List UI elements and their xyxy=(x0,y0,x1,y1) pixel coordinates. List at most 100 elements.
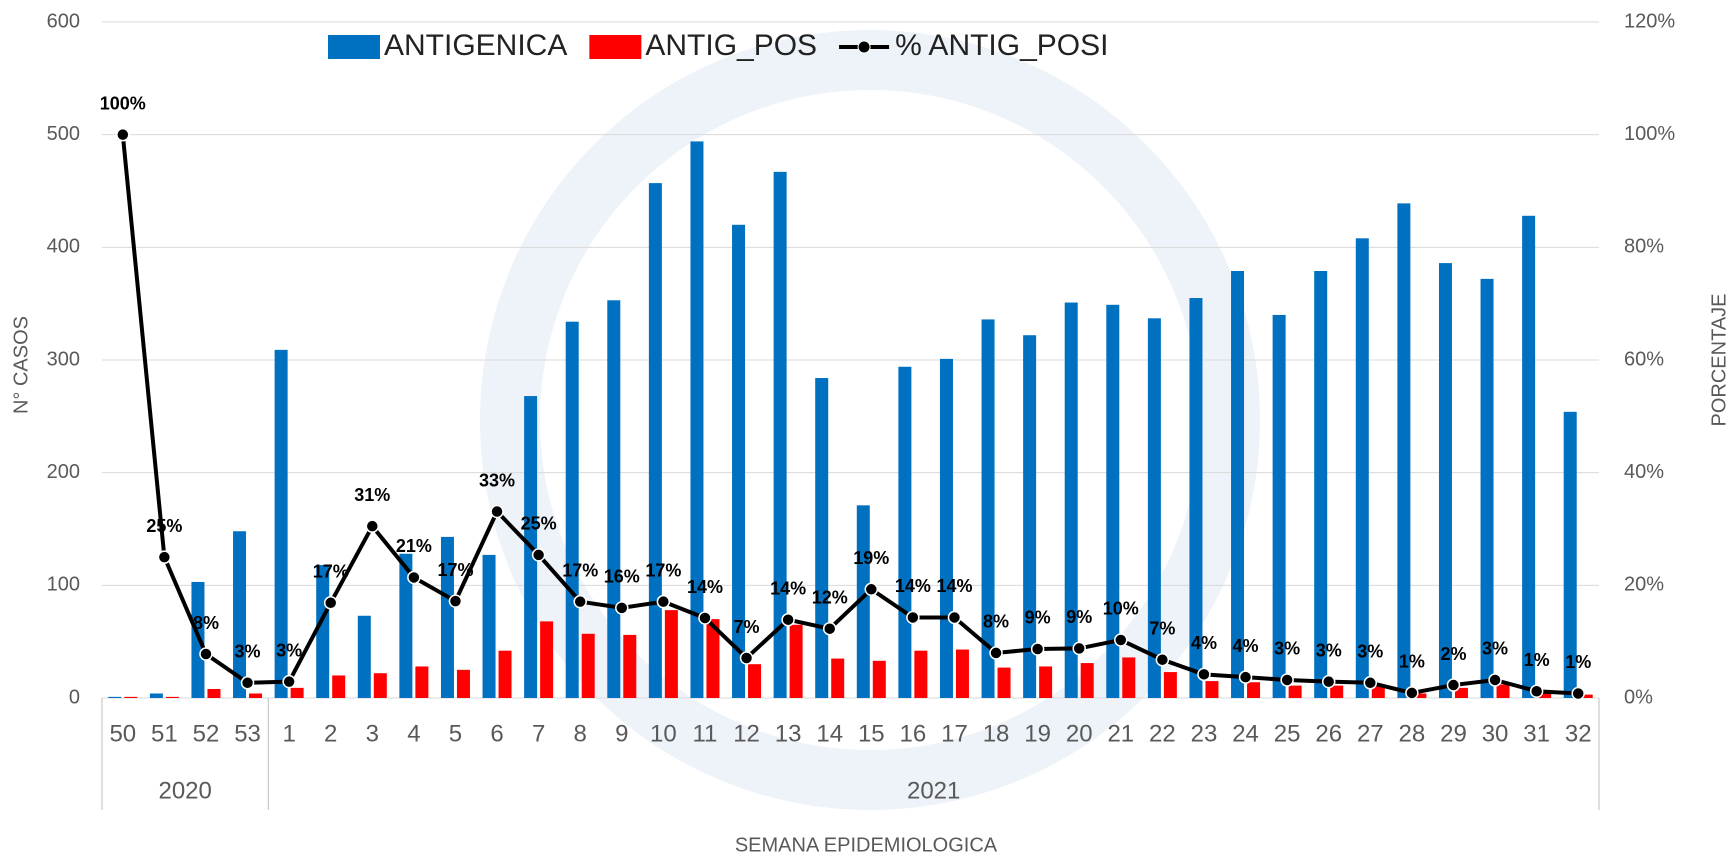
x-tick-label: 10 xyxy=(650,720,677,747)
x-tick-label: 23 xyxy=(1191,720,1218,747)
data-label: 17% xyxy=(562,560,598,580)
bar xyxy=(955,649,969,698)
bar xyxy=(1563,411,1577,698)
x-tick-label: 27 xyxy=(1357,720,1384,747)
line-point xyxy=(1280,673,1294,687)
line-point xyxy=(615,601,629,615)
x-tick-label: 11 xyxy=(692,720,717,747)
line-point xyxy=(573,594,587,609)
line-point xyxy=(157,550,172,564)
line-point xyxy=(906,610,920,625)
bar xyxy=(1330,685,1344,698)
data-label: 25% xyxy=(146,516,182,536)
x-axis-title: SEMANA EPIDEMIOLOGICA xyxy=(735,834,998,856)
x-tick-label: 17 xyxy=(941,720,968,747)
x-tick-label: 7 xyxy=(532,720,545,747)
y2-tick-label: 60% xyxy=(1624,348,1664,370)
bar xyxy=(623,634,637,698)
line-point xyxy=(116,127,130,142)
line-point xyxy=(1363,676,1378,690)
bar xyxy=(856,505,870,698)
x-tick-label: 31 xyxy=(1523,720,1550,747)
data-label: 1% xyxy=(1565,652,1591,672)
bar xyxy=(290,687,304,698)
bar xyxy=(1454,687,1468,698)
line-point xyxy=(365,519,380,533)
bar xyxy=(540,621,554,698)
line-point xyxy=(1529,684,1544,698)
bar xyxy=(373,673,387,698)
bar xyxy=(357,615,371,698)
bar xyxy=(732,224,746,699)
data-label: 17% xyxy=(645,560,681,580)
bar xyxy=(1355,238,1369,698)
bar xyxy=(1371,685,1385,698)
y-axis-title: N° CASOS xyxy=(10,316,32,414)
bar xyxy=(898,366,912,698)
y2-tick-label: 120% xyxy=(1624,10,1675,32)
bar xyxy=(773,171,787,698)
data-label: 12% xyxy=(812,587,848,607)
x-tick-label: 16 xyxy=(900,720,927,747)
line-point xyxy=(1072,641,1086,656)
bar xyxy=(1247,682,1261,698)
bar xyxy=(415,666,429,698)
data-label: 8% xyxy=(983,612,1009,632)
y2-tick-label: 80% xyxy=(1624,236,1664,258)
data-label: 1% xyxy=(1524,650,1550,670)
line-point xyxy=(864,582,879,597)
x-tick-label: 26 xyxy=(1315,720,1342,747)
line xyxy=(120,134,1579,696)
data-label: 4% xyxy=(1191,633,1217,653)
bar xyxy=(1189,298,1203,698)
x-tick-label: 1 xyxy=(282,720,295,747)
line-point xyxy=(531,548,546,562)
bar xyxy=(1397,203,1411,699)
bar xyxy=(207,688,221,698)
y-tick-label: 500 xyxy=(47,123,80,145)
bar xyxy=(664,610,678,698)
data-label: 3% xyxy=(235,642,261,662)
line-point xyxy=(323,596,338,610)
bar xyxy=(482,554,496,698)
bar xyxy=(274,349,288,698)
x-tick-label: 13 xyxy=(775,720,802,747)
x-tick-label: 25 xyxy=(1274,720,1301,747)
line-point xyxy=(947,610,962,625)
x-tick-label: 28 xyxy=(1399,720,1426,747)
x-tick-label: 50 xyxy=(109,720,136,747)
legend-swatch xyxy=(589,35,642,59)
bar xyxy=(1438,263,1452,698)
y-tick-label: 0 xyxy=(69,686,80,708)
x-tick-label: 20 xyxy=(1066,720,1093,747)
line-point xyxy=(1446,678,1461,692)
x-tick-label: 12 xyxy=(733,720,760,747)
x-tick-label: 4 xyxy=(407,720,420,747)
line-point xyxy=(1155,652,1170,667)
line-point xyxy=(739,651,754,665)
bar xyxy=(831,658,845,698)
data-label: 25% xyxy=(521,514,557,534)
data-label: 16% xyxy=(604,567,640,587)
bar xyxy=(748,664,762,698)
x-tick-label: 52 xyxy=(193,720,220,747)
bar xyxy=(1314,270,1328,698)
bar xyxy=(914,650,928,698)
bar xyxy=(1480,278,1494,698)
line-point xyxy=(1030,642,1045,656)
y2-tick-label: 20% xyxy=(1624,574,1664,596)
bar xyxy=(149,693,163,698)
line-point xyxy=(1488,673,1502,687)
x-tick-label: 53 xyxy=(234,720,261,747)
x-tick-label: 9 xyxy=(615,720,628,747)
bar xyxy=(440,536,454,698)
data-label: 14% xyxy=(895,576,931,596)
line-point xyxy=(1571,686,1585,701)
bar xyxy=(648,183,662,698)
bar xyxy=(789,624,803,698)
bar xyxy=(1522,215,1536,698)
data-label: 21% xyxy=(396,536,432,556)
bar xyxy=(332,675,346,698)
watermark xyxy=(480,30,1260,810)
